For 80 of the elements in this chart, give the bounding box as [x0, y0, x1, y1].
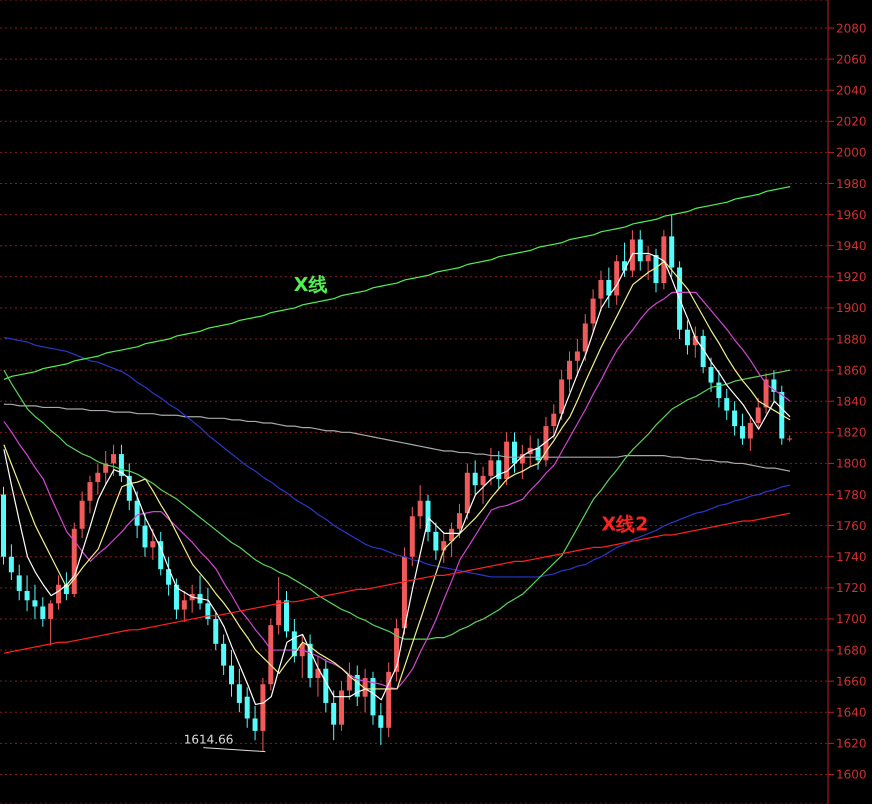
candlestick [684, 320, 690, 356]
series-label: X线 [294, 274, 328, 296]
candlestick [488, 447, 494, 486]
y-tick-label: 1880 [836, 332, 867, 346]
candlestick [598, 270, 604, 312]
candlestick [228, 650, 234, 698]
y-tick-label: 1800 [836, 456, 867, 471]
candlestick [16, 564, 22, 601]
y-tick-label: 1680 [836, 643, 867, 658]
y-tick-label: 1840 [836, 394, 867, 408]
candlestick [716, 370, 722, 408]
y-tick-label: 1860 [836, 363, 867, 378]
candlestick [221, 634, 226, 676]
candlestick [646, 245, 651, 280]
candlestick [740, 413, 745, 446]
annotation: 1614.66 [184, 732, 234, 747]
candlestick [574, 338, 580, 377]
candlestick [496, 450, 502, 489]
candlestick [378, 702, 384, 746]
candlestick [244, 686, 250, 728]
line-series [3, 404, 791, 472]
candlestick [142, 512, 148, 558]
candlestick [166, 556, 172, 596]
candlestick [315, 656, 320, 698]
candlestick [708, 357, 714, 392]
candlestick [150, 528, 156, 560]
y-tick-label: 1660 [836, 674, 867, 688]
candlestick [724, 388, 730, 420]
candlestick [567, 350, 572, 392]
candlestick [433, 522, 438, 560]
y-tick-label: 2020 [836, 114, 867, 129]
candlestick [756, 398, 761, 430]
candlestick [236, 668, 242, 713]
y-tick-label: 1740 [836, 550, 867, 564]
candlestick [732, 400, 738, 436]
y-tick-label: 1900 [836, 301, 867, 316]
y-tick-label: 2000 [836, 146, 867, 160]
candlestick [205, 587, 210, 626]
y-tick-label: 1760 [836, 518, 867, 533]
candlestick [441, 531, 446, 564]
line-series [3, 370, 791, 640]
candlestick [182, 590, 187, 623]
y-tick-label: 1620 [836, 736, 867, 751]
y-tick-label: 1700 [836, 612, 867, 626]
candlestick [748, 416, 753, 452]
candlestick [606, 266, 612, 308]
y-tick-label: 1640 [836, 706, 867, 720]
y-tick-label: 2040 [836, 83, 867, 98]
candlestick [418, 484, 423, 530]
candlestick [111, 444, 116, 476]
candlestick [24, 574, 30, 612]
candlestick [512, 432, 517, 474]
y-tick-label: 1600 [836, 768, 867, 782]
y-tick-label: 1780 [836, 488, 867, 502]
candlestick [40, 596, 46, 628]
line-series [3, 186, 791, 380]
candlestick [252, 706, 258, 741]
line-series [3, 336, 791, 578]
candlestick [87, 475, 92, 514]
y-tick-label: 2060 [836, 52, 867, 66]
candlestick [480, 466, 486, 504]
candlestick [48, 600, 54, 646]
y-tick-label: 1820 [836, 426, 867, 440]
candlestick [456, 503, 462, 539]
line-series [3, 512, 791, 654]
candlestick [331, 690, 336, 741]
y-tick-label: 1980 [836, 176, 867, 191]
y-tick-label: 2080 [836, 21, 867, 36]
candlestick [551, 404, 556, 440]
candlestick [95, 462, 100, 496]
candlestick [56, 574, 62, 610]
y-tick-label: 1940 [836, 238, 867, 253]
candlestick [472, 460, 478, 496]
y-tick-label: 1720 [836, 581, 867, 596]
candlestick [638, 230, 643, 272]
series-label: X线2 [602, 514, 648, 536]
y-tick-label: 1920 [836, 270, 867, 284]
candlestick [32, 584, 38, 620]
candlestick [8, 544, 14, 581]
y-tick-label: 1960 [836, 208, 867, 222]
